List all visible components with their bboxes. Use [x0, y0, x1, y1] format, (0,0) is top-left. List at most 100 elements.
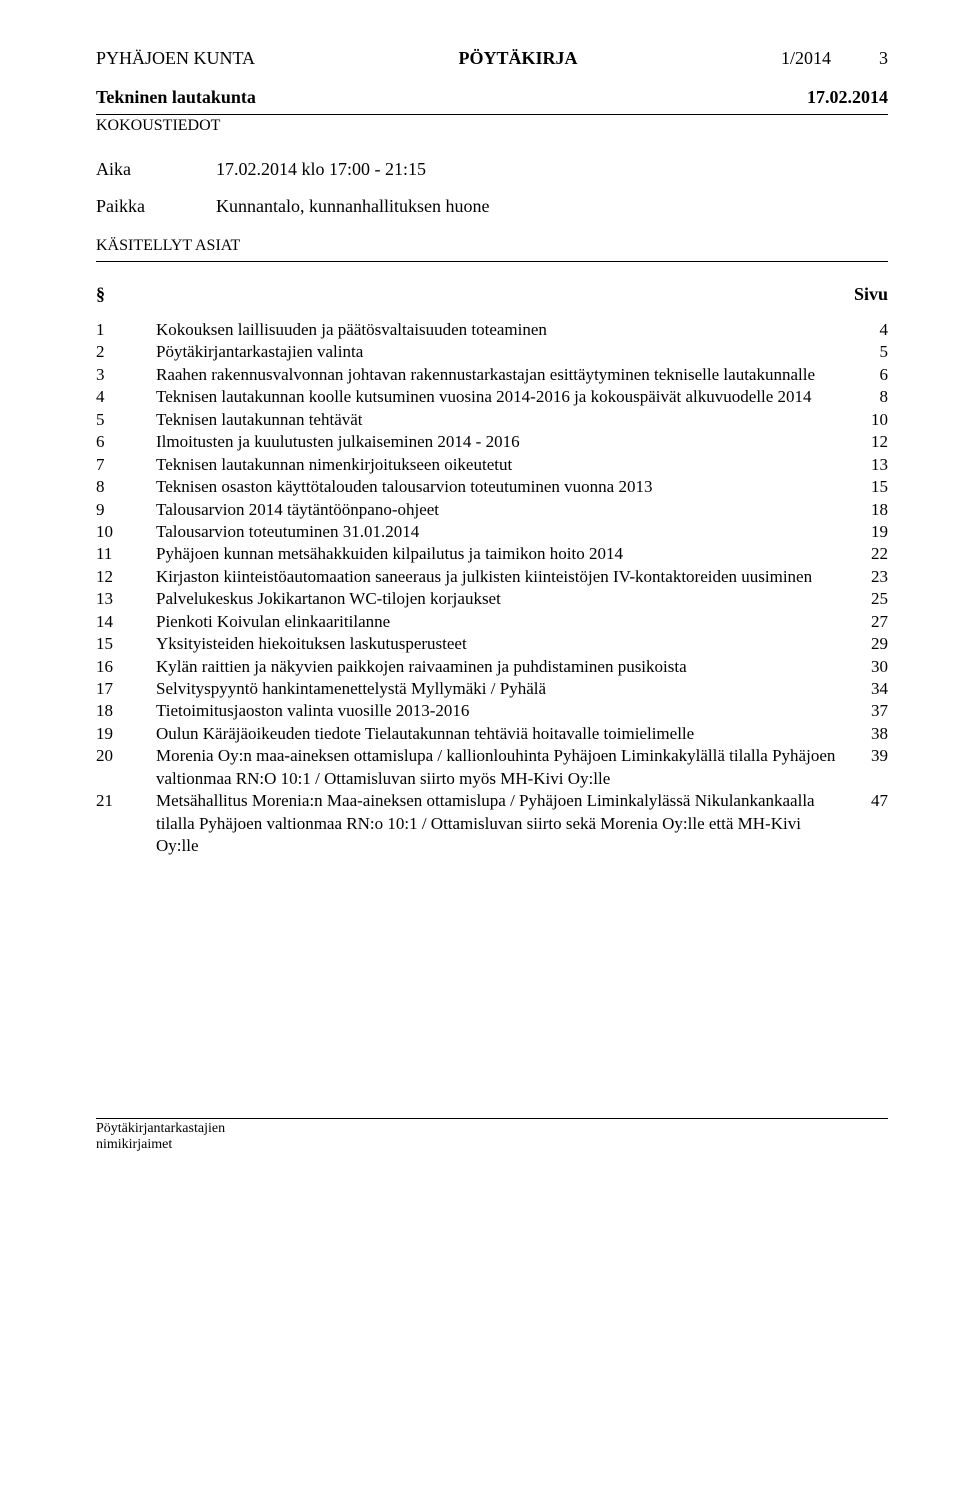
toc-item-page: 38	[852, 723, 888, 745]
toc-row: 13Palvelukeskus Jokikartanon WC-tilojen …	[96, 588, 888, 610]
toc-col-page: Sivu	[854, 284, 888, 305]
toc-item-page: 47	[852, 790, 888, 812]
aika-value: 17.02.2014 klo 17:00 - 21:15	[216, 159, 888, 180]
toc-row: 15Yksityisteiden hiekoituksen laskutuspe…	[96, 633, 888, 655]
toc-item-page: 10	[852, 409, 888, 431]
toc-item-number: 15	[96, 633, 156, 655]
toc-item-page: 12	[852, 431, 888, 453]
toc-item-page: 27	[852, 611, 888, 633]
toc-item-title: Kokouksen laillisuuden ja päätösvaltaisu…	[156, 319, 852, 341]
toc-item-page: 37	[852, 700, 888, 722]
toc-item-number: 18	[96, 700, 156, 722]
toc-row: 11Pyhäjoen kunnan metsähakkuiden kilpail…	[96, 543, 888, 565]
meta-row-paikka: Paikka Kunnantalo, kunnanhallituksen huo…	[96, 196, 888, 217]
toc-item-number: 10	[96, 521, 156, 543]
toc-item-number: 6	[96, 431, 156, 453]
toc-item-title: Raahen rakennusvalvonnan johtavan rakenn…	[156, 364, 852, 386]
toc-item-title: Teknisen osaston käyttötalouden talousar…	[156, 476, 852, 498]
toc-item-page: 30	[852, 656, 888, 678]
toc-row: 16Kylän raittien ja näkyvien paikkojen r…	[96, 656, 888, 678]
toc-item-title: Kirjaston kiinteistöautomaation saneerau…	[156, 566, 852, 588]
toc-item-number: 11	[96, 543, 156, 565]
toc-item-title: Talousarvion 2014 täytäntöönpano-ohjeet	[156, 499, 852, 521]
paikka-label: Paikka	[96, 196, 216, 217]
paikka-value: Kunnantalo, kunnanhallituksen huone	[216, 196, 888, 217]
toc-item-title: Teknisen lautakunnan koolle kutsuminen v…	[156, 386, 852, 408]
toc-item-number: 1	[96, 319, 156, 341]
toc-item-page: 18	[852, 499, 888, 521]
toc-item-title: Pienkoti Koivulan elinkaaritilanne	[156, 611, 852, 633]
toc-item-title: Palvelukeskus Jokikartanon WC-tilojen ko…	[156, 588, 852, 610]
toc-item-page: 8	[852, 386, 888, 408]
toc-item-page: 5	[852, 341, 888, 363]
toc-item-title: Talousarvion toteutuminen 31.01.2014	[156, 521, 852, 543]
aika-label: Aika	[96, 159, 216, 180]
toc-row: 5Teknisen lautakunnan tehtävät10	[96, 409, 888, 431]
toc-row: 12Kirjaston kiinteistöautomaation saneer…	[96, 566, 888, 588]
toc-col-section: §	[96, 284, 105, 305]
page-container: PYHÄJOEN KUNTA PÖYTÄKIRJA 1/2014 3 Tekni…	[0, 0, 960, 1194]
toc-row: 19Oulun Käräjäoikeuden tiedote Tielautak…	[96, 723, 888, 745]
toc-item-number: 13	[96, 588, 156, 610]
toc-item-title: Teknisen lautakunnan tehtävät	[156, 409, 852, 431]
toc-item-title: Morenia Oy:n maa-aineksen ottamislupa / …	[156, 745, 852, 790]
toc-item-number: 14	[96, 611, 156, 633]
toc-item-number: 4	[96, 386, 156, 408]
toc-row: 8Teknisen osaston käyttötalouden talousa…	[96, 476, 888, 498]
toc-item-page: 4	[852, 319, 888, 341]
toc-item-number: 7	[96, 454, 156, 476]
toc-row: 10Talousarvion toteutuminen 31.01.201419	[96, 521, 888, 543]
toc-item-page: 34	[852, 678, 888, 700]
toc-item-title: Pyhäjoen kunnan metsähakkuiden kilpailut…	[156, 543, 852, 565]
toc-item-page: 6	[852, 364, 888, 386]
toc-item-page: 25	[852, 588, 888, 610]
toc-list: 1Kokouksen laillisuuden ja päätösvaltais…	[96, 319, 888, 858]
toc-item-title: Oulun Käräjäoikeuden tiedote Tielautakun…	[156, 723, 852, 745]
toc-item-title: Yksityisteiden hiekoituksen laskutusperu…	[156, 633, 852, 655]
toc-item-title: Metsähallitus Morenia:n Maa-aineksen ott…	[156, 790, 852, 857]
footer-line-2: nimikirjaimet	[96, 1137, 888, 1154]
toc-item-number: 16	[96, 656, 156, 678]
toc-row: 20Morenia Oy:n maa-aineksen ottamislupa …	[96, 745, 888, 790]
toc-row: 9Talousarvion 2014 täytäntöönpano-ohjeet…	[96, 499, 888, 521]
toc-item-number: 8	[96, 476, 156, 498]
toc-item-title: Kylän raittien ja näkyvien paikkojen rai…	[156, 656, 852, 678]
doc-type: PÖYTÄKIRJA	[459, 48, 578, 69]
doc-id-block: 1/2014 3	[781, 48, 888, 69]
board-name: Tekninen lautakunta	[96, 87, 256, 108]
toc-item-page: 29	[852, 633, 888, 655]
page-number: 3	[879, 48, 888, 69]
toc-item-number: 9	[96, 499, 156, 521]
footer-line-1: Pöytäkirjantarkastajien	[96, 1121, 888, 1138]
toc-row: 21Metsähallitus Morenia:n Maa-aineksen o…	[96, 790, 888, 857]
toc-item-page: 19	[852, 521, 888, 543]
toc-item-number: 12	[96, 566, 156, 588]
toc-item-number: 21	[96, 790, 156, 812]
org-name: PYHÄJOEN KUNTA	[96, 48, 255, 69]
toc-item-number: 20	[96, 745, 156, 767]
doc-number: 1/2014	[781, 48, 831, 69]
toc-row: 18Tietoimitusjaoston valinta vuosille 20…	[96, 700, 888, 722]
toc-row: 6Ilmoitusten ja kuulutusten julkaisemine…	[96, 431, 888, 453]
toc-row: 14Pienkoti Koivulan elinkaaritilanne27	[96, 611, 888, 633]
meta-row-aika: Aika 17.02.2014 klo 17:00 - 21:15	[96, 159, 888, 180]
toc-item-number: 17	[96, 678, 156, 700]
toc-item-page: 39	[852, 745, 888, 767]
toc-item-title: Teknisen lautakunnan nimenkirjoitukseen …	[156, 454, 852, 476]
toc-item-title: Ilmoitusten ja kuulutusten julkaiseminen…	[156, 431, 852, 453]
toc-item-title: Selvityspyyntö hankintamenettelystä Myll…	[156, 678, 852, 700]
toc-row: 7Teknisen lautakunnan nimenkirjoitukseen…	[96, 454, 888, 476]
toc-item-number: 3	[96, 364, 156, 386]
toc-row: 17Selvityspyyntö hankintamenettelystä My…	[96, 678, 888, 700]
toc-item-page: 13	[852, 454, 888, 476]
toc-row: 2Pöytäkirjantarkastajien valinta5	[96, 341, 888, 363]
kasitellyt-label: KÄSITELLYT ASIAT	[96, 237, 888, 255]
toc-row: 4Teknisen lautakunnan koolle kutsuminen …	[96, 386, 888, 408]
toc-item-page: 23	[852, 566, 888, 588]
toc-item-number: 5	[96, 409, 156, 431]
toc-row: 1Kokouksen laillisuuden ja päätösvaltais…	[96, 319, 888, 341]
toc-item-title: Pöytäkirjantarkastajien valinta	[156, 341, 852, 363]
kokoustiedot-label: KOKOUSTIEDOT	[96, 117, 888, 135]
toc-item-page: 15	[852, 476, 888, 498]
toc-item-number: 19	[96, 723, 156, 745]
